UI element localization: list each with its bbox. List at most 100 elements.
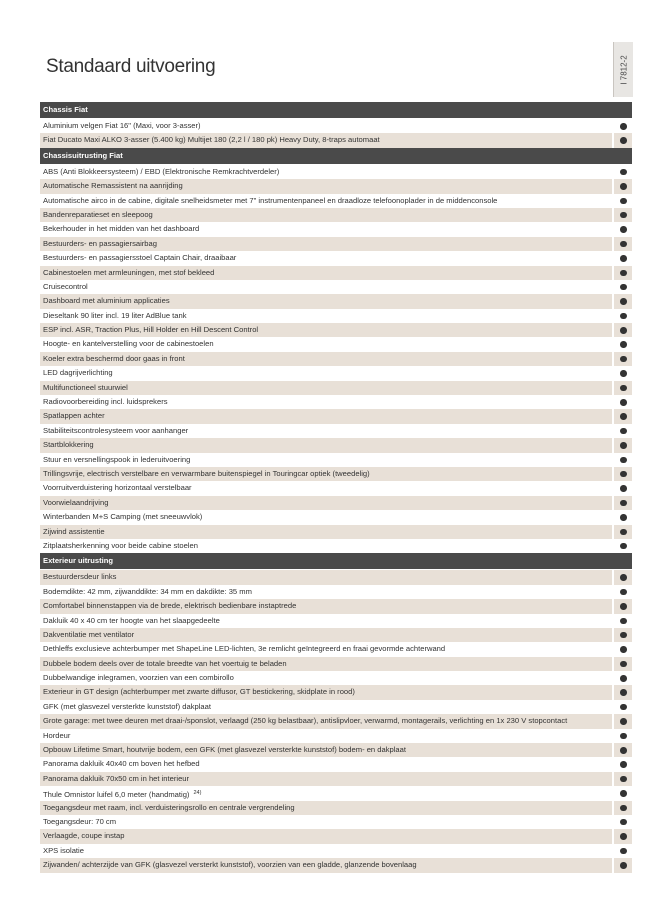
spec-label: Zijwind assistentie xyxy=(43,526,105,536)
standard-dot xyxy=(614,757,632,771)
spec-text: Panorama dakluik 40x40 cm boven het hefb… xyxy=(40,757,614,772)
spec-row: Grote garage: met twee deuren met draai-… xyxy=(40,714,632,729)
spec-row: GFK (met glasvezel versterkte kunststof)… xyxy=(40,699,632,715)
spec-text: Verlaagde, coupe instap xyxy=(40,829,614,844)
standard-dot xyxy=(614,539,632,553)
spec-label: Opbouw Lifetime Smart, houtvrije bodem, … xyxy=(43,745,406,755)
spec-label: Voorruitverduistering horizontaal verste… xyxy=(43,483,192,493)
spec-label: Grote garage: met twee deuren met draai-… xyxy=(43,716,568,726)
spec-text: Bandenreparatieset en sleepoog xyxy=(40,207,614,223)
spec-row: Trillingsvrije, electrisch verstelbare e… xyxy=(40,466,632,482)
spec-text: Koeler extra beschermd door gaas in fron… xyxy=(40,351,614,367)
standard-dot xyxy=(614,337,632,351)
spec-row: Thule Omnistor luifel 6,0 meter (handmat… xyxy=(40,786,632,801)
spec-text: Exterieur in GT design (achterbumper met… xyxy=(40,685,614,700)
spec-label: Dubbele bodem deels over de totale breed… xyxy=(43,658,287,668)
spec-row: Bestuurders- en passagiersairbag xyxy=(40,236,632,252)
spec-row: Aluminium velgen Fiat 16" (Maxi, voor 3-… xyxy=(40,119,632,134)
standard-dot xyxy=(614,800,632,815)
spec-label: Radiovoorbereiding incl. luidsprekers xyxy=(43,397,168,407)
standard-dot xyxy=(614,466,632,482)
standard-dot xyxy=(614,685,632,700)
spec-text: Dakventilatie met ventilator xyxy=(40,627,614,643)
standard-dot xyxy=(614,265,632,280)
standard-dot xyxy=(614,409,632,424)
spec-text: Hordeur xyxy=(40,728,614,744)
spec-row: Bestuurdersdeur links xyxy=(40,570,632,585)
spec-label: Toegangsdeur met raam, incl. verduisteri… xyxy=(43,802,295,812)
spec-label: Voorwielaandrijving xyxy=(43,497,109,507)
spec-text: ABS (Anti Blokkeersysteem) / EBD (Elektr… xyxy=(40,164,614,180)
spec-text: XPS isolatie xyxy=(40,843,614,859)
standard-dot xyxy=(614,729,632,743)
spec-label: Winterbanden M+S Camping (met sneeuwvlok… xyxy=(43,512,203,522)
spec-text: Comfortabel binnenstappen via de brede, … xyxy=(40,599,614,614)
spec-row: Stabiliteitscontrolesysteem voor aanhang… xyxy=(40,423,632,439)
standard-dot xyxy=(614,251,632,265)
spec-row: Dieseltank 90 liter incl. 19 liter AdBlu… xyxy=(40,308,632,324)
standard-dot xyxy=(614,815,632,829)
spec-row: Dakluik 40 x 40 cm ter hoogte van het sl… xyxy=(40,613,632,628)
spec-text: Zijwanden/ achterzijde van GFK (glasveze… xyxy=(40,858,614,873)
spec-row: Toegangsdeur met raam, incl. verduisteri… xyxy=(40,800,632,815)
spec-label: GFK (met glasvezel versterkte kunststof)… xyxy=(43,701,211,711)
spec-label: Automatische Remassistent na aanrijding xyxy=(43,181,183,191)
spec-text: Trillingsvrije, electrisch verstelbare e… xyxy=(40,466,614,482)
spec-text: Dubbelwandige inlegramen, voorzien van e… xyxy=(40,671,614,686)
spec-label: Hoogte- en kantelverstelling voor de cab… xyxy=(43,339,214,349)
spec-text: Bekerhouder in het midden van het dashbo… xyxy=(40,222,614,237)
spec-row: Dakventilatie met ventilator xyxy=(40,627,632,643)
standard-dot xyxy=(614,786,632,800)
spec-text: Stuur en versnellingspook in lederuitvoe… xyxy=(40,452,614,467)
spec-label: XPS isolatie xyxy=(43,845,84,855)
standard-dot xyxy=(614,280,632,294)
spec-row: Spatlappen achter xyxy=(40,409,632,424)
spec-row: Zijwanden/ achterzijde van GFK (glasveze… xyxy=(40,858,632,873)
spec-row: Automatische Remassistent na aanrijding xyxy=(40,179,632,194)
spec-row: Bodemdikte: 42 mm, zijwanddikte: 34 mm e… xyxy=(40,584,632,600)
standard-dot xyxy=(614,700,632,714)
spec-label: Koeler extra beschermd door gaas in fron… xyxy=(43,353,185,363)
spec-row: Dashboard met aluminium applicaties xyxy=(40,294,632,309)
spec-row: Comfortabel binnenstappen via de brede, … xyxy=(40,599,632,614)
standard-dot xyxy=(614,627,632,643)
spec-row: Dubbelwandige inlegramen, voorzien van e… xyxy=(40,671,632,686)
standard-dot xyxy=(614,236,632,252)
spec-row: Bestuurders- en passagiersstoel Captain … xyxy=(40,251,632,266)
footnote-ref: 24) xyxy=(193,790,202,797)
section-header: Exterieur uitrusting xyxy=(40,553,632,570)
spec-row: Fiat Ducato Maxi ALKO 3-asser (5.400 kg)… xyxy=(40,133,632,148)
spec-text: Automatische Remassistent na aanrijding xyxy=(40,179,614,194)
spec-text: Fiat Ducato Maxi ALKO 3-asser (5.400 kg)… xyxy=(40,133,614,148)
standard-dot xyxy=(614,294,632,309)
spec-row: Dubbele bodem deels over de totale breed… xyxy=(40,656,632,672)
standard-dot xyxy=(614,570,632,585)
standard-dot xyxy=(614,495,632,511)
standard-dot xyxy=(614,133,632,148)
standard-dot xyxy=(614,844,632,858)
spec-row: Winterbanden M+S Camping (met sneeuwvlok… xyxy=(40,510,632,525)
spec-label: LED dagrijverlichting xyxy=(43,368,113,378)
spec-label: Dethleffs exclusieve achterbumper met Sh… xyxy=(43,644,446,654)
spec-text: Toegangsdeur met raam, incl. verduisteri… xyxy=(40,800,614,815)
spec-text: Toegangsdeur: 70 cm xyxy=(40,814,614,830)
spec-text: Cruisecontrol xyxy=(40,279,614,295)
standard-dot xyxy=(614,323,632,338)
spec-text: Thule Omnistor luifel 6,0 meter (handmat… xyxy=(40,786,614,801)
spec-text: GFK (met glasvezel versterkte kunststof)… xyxy=(40,699,614,715)
spec-text: Stabiliteitscontrolesysteem voor aanhang… xyxy=(40,423,614,439)
spec-text: Dubbele bodem deels over de totale breed… xyxy=(40,656,614,672)
standard-dot xyxy=(614,309,632,323)
standard-dot xyxy=(614,599,632,614)
spec-label: Hordeur xyxy=(43,730,71,740)
spec-text: Grote garage: met twee deuren met draai-… xyxy=(40,714,614,729)
standard-dot xyxy=(614,585,632,599)
standard-dot xyxy=(614,829,632,844)
spec-label: Bestuurders- en passagiersairbag xyxy=(43,238,157,248)
section-header: Chassis Fiat xyxy=(40,102,632,118)
spec-row: XPS isolatie xyxy=(40,843,632,859)
spec-label: Toegangsdeur: 70 cm xyxy=(43,816,117,826)
spec-label: Stuur en versnellingspook in lederuitvoe… xyxy=(43,454,191,464)
spec-text: LED dagrijverlichting xyxy=(40,366,614,381)
spec-text: Bestuurders- en passagiersairbag xyxy=(40,236,614,252)
